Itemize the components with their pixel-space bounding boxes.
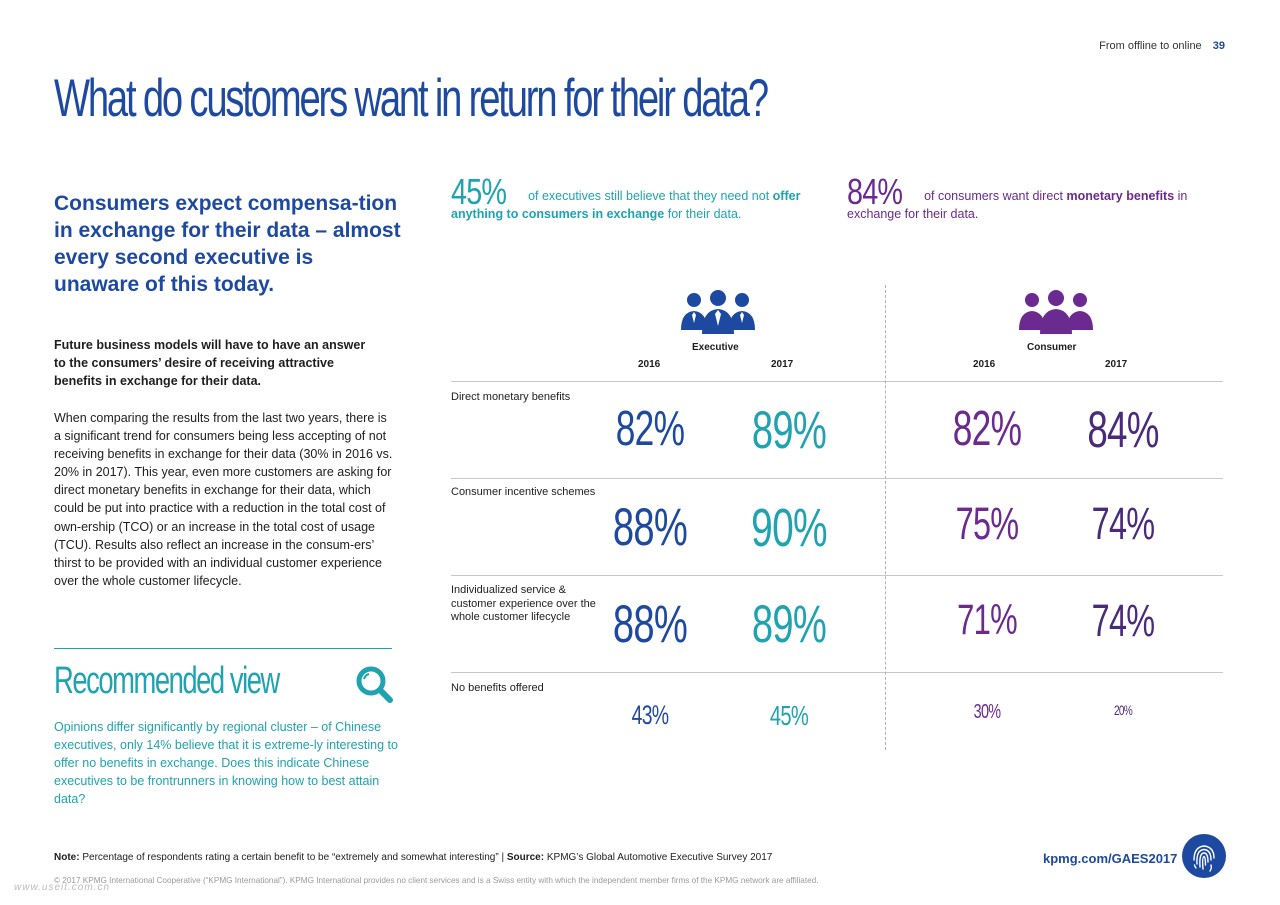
value-cell: 43% <box>631 700 669 731</box>
value-cell: 89% <box>751 401 827 461</box>
recommended-title: Recommended view <box>54 660 280 702</box>
consumer-stat: 84% of consumers want direct monetary ben… <box>847 171 1217 223</box>
page-title: What do customers want in return for the… <box>54 69 769 128</box>
body-paragraph: When comparing the results from the last… <box>54 411 393 588</box>
value-cell: 84% <box>1087 401 1159 459</box>
executive-stat-emphasis: offer anything to consumers in exchange <box>451 189 801 221</box>
year-label: 2016 <box>973 359 996 370</box>
value-cell: 45% <box>769 699 809 731</box>
value-cell: 90% <box>751 498 827 558</box>
executive-stat-tail: for their data. <box>664 207 742 221</box>
note-text: Percentage of respondents rating a certa… <box>79 852 507 863</box>
value-cell: 82% <box>615 401 685 456</box>
magnifier-icon <box>356 666 393 703</box>
recommended-text: Opinions differ significantly by regiona… <box>54 720 398 807</box>
page-number: 39 <box>1212 40 1225 52</box>
section-name: From offline to online <box>1099 40 1202 52</box>
source-label: Source: <box>506 852 545 863</box>
row-divider <box>451 575 1223 576</box>
row-label: Direct monetary benefits <box>451 391 571 403</box>
value-cell: 88% <box>612 595 688 655</box>
consumer-stat-tail: in exchange for their data. <box>847 189 1188 221</box>
copyright: © 2017 KPMG International Cooperative (“… <box>54 876 819 885</box>
row-divider <box>451 478 1223 479</box>
value-cell: 30% <box>973 701 1001 724</box>
row-label: Individualized service & customer experi… <box>451 584 596 623</box>
row-divider <box>451 381 1223 382</box>
value-cell: 89% <box>751 595 827 655</box>
recommended-divider <box>54 648 392 649</box>
executive-stat-value: 45% <box>451 171 507 212</box>
value-cell: 88% <box>612 498 688 558</box>
consumer-stat-value: 84% <box>847 171 903 212</box>
value-cell: 74% <box>1091 595 1155 647</box>
people-group-icon <box>681 290 755 334</box>
column-divider <box>885 285 886 750</box>
executive-stat: 45% of executives still believe that they… <box>451 171 831 223</box>
value-cell: 74% <box>1091 498 1155 550</box>
value-cell: 20% <box>1113 702 1133 718</box>
year-label: 2016 <box>638 359 661 370</box>
note: Note: Percentage of respondents rating a… <box>54 852 772 863</box>
value-cell: 75% <box>955 498 1019 550</box>
row-label: No benefits offered <box>451 682 544 694</box>
row-divider <box>451 672 1223 673</box>
row-label: Consumer incentive schemes <box>451 486 596 498</box>
executive-stat-text: of executives still believe that they ne… <box>528 189 773 203</box>
fingerprint-icon <box>1182 834 1226 878</box>
kpmg-link[interactable]: kpmg.com/GAES2017 <box>1043 851 1178 866</box>
page-header: From offline to online 39 <box>1099 40 1225 52</box>
note-label: Note: <box>54 852 80 863</box>
consumer-stat-emphasis: monetary benefits <box>1066 189 1175 203</box>
year-label: 2017 <box>771 359 794 370</box>
lead-heading: Consumers expect compensa-tion in exchan… <box>54 192 401 296</box>
value-cell: 71% <box>957 595 1018 644</box>
watermark: www.useit.com.cn <box>14 882 111 893</box>
value-cell: 82% <box>952 401 1022 456</box>
source-text: KPMG’s Global Automotive Executive Surve… <box>544 852 773 863</box>
executive-label: Executive <box>692 342 739 353</box>
consumer-label: Consumer <box>1027 342 1077 353</box>
people-group-icon <box>1019 290 1093 334</box>
consumer-stat-text: of consumers want direct <box>924 189 1067 203</box>
year-label: 2017 <box>1105 359 1128 370</box>
subheading: Future business models will have to have… <box>54 338 366 388</box>
